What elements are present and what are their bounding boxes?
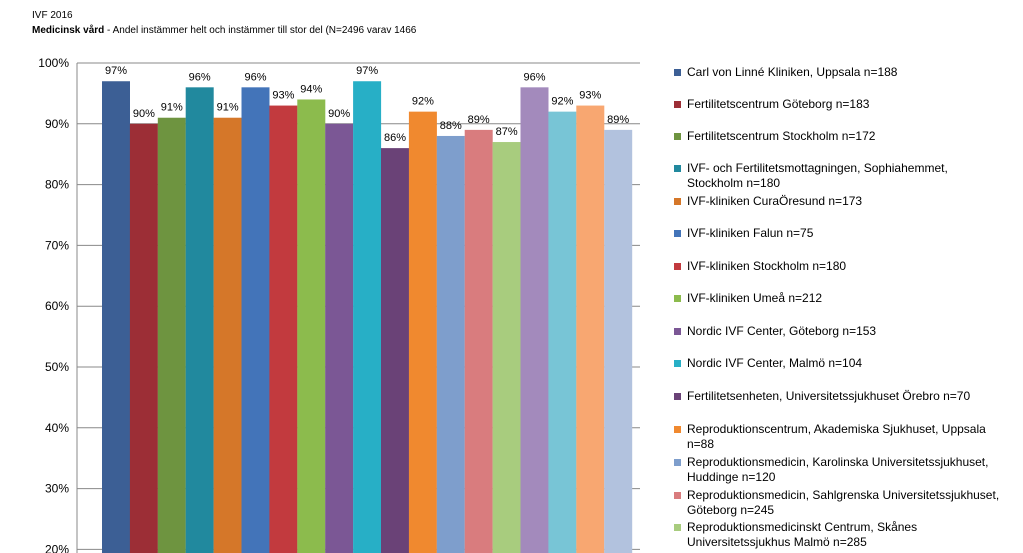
data-label: 90%	[328, 108, 350, 120]
data-label: 97%	[356, 65, 378, 77]
legend-swatch	[674, 393, 681, 400]
bar	[492, 142, 521, 553]
bar	[157, 117, 186, 553]
data-label: 92%	[551, 96, 573, 108]
legend-swatch	[674, 133, 681, 140]
legend-label: Fertilitetscentrum Göteborg n=183	[687, 97, 870, 111]
bar	[520, 87, 549, 553]
bar	[102, 81, 130, 553]
legend-swatch	[674, 492, 681, 499]
legend-label: IVF-kliniken Umeå n=212	[687, 291, 823, 305]
bar	[185, 87, 214, 553]
legend-swatch	[674, 426, 681, 433]
chart-subtitle: Medicinsk vård - Andel instämmer helt oc…	[32, 23, 416, 38]
legend-label: Reproduktionsmedicin, Sahlgrenska Univer…	[687, 488, 1000, 517]
data-label: 91%	[161, 102, 183, 114]
data-label: 92%	[412, 96, 434, 108]
data-label: 96%	[523, 71, 545, 83]
legend-swatch	[674, 360, 681, 367]
legend-label: Fertilitetscentrum Stockholm n=172	[687, 129, 876, 143]
bar	[241, 87, 270, 553]
legend-label: IVF- och Fertilitetsmottagningen, Sophia…	[687, 161, 948, 190]
bar	[576, 105, 605, 553]
bar	[548, 111, 577, 553]
legend-swatch	[674, 230, 681, 237]
data-label: 91%	[217, 102, 239, 114]
data-label: 94%	[300, 83, 322, 95]
bar	[213, 117, 242, 553]
bar	[436, 135, 465, 553]
bar	[464, 129, 493, 553]
data-label: 88%	[440, 120, 462, 132]
legend-swatch	[674, 524, 681, 531]
data-label: 89%	[468, 114, 490, 126]
legend-label: Nordic IVF Center, Göteborg n=153	[687, 324, 877, 338]
y-tick-label: 70%	[45, 238, 69, 252]
legend-swatch	[674, 263, 681, 270]
legend-label: Reproduktionscentrum, Akademiska Sjukhus…	[687, 422, 986, 451]
y-tick-label: 60%	[45, 299, 69, 313]
legend-label: Nordic IVF Center, Malmö n=104	[687, 356, 863, 370]
bar	[297, 99, 326, 553]
y-tick-label: 80%	[45, 178, 69, 192]
legend-swatch	[674, 165, 681, 172]
y-tick-label: 50%	[45, 360, 69, 374]
data-label: 93%	[579, 90, 601, 102]
legend-swatch	[674, 101, 681, 108]
y-tick-label: 40%	[45, 421, 69, 435]
legend-label: IVF-kliniken CuraÖresund n=173	[687, 194, 863, 208]
data-label: 93%	[272, 90, 294, 102]
data-label: 86%	[384, 132, 406, 144]
y-tick-label: 20%	[45, 542, 69, 553]
data-label: 97%	[105, 65, 127, 77]
legend-label: Reproduktionsmedicin, Karolinska Univers…	[687, 455, 989, 484]
chart-subtitle-bold: Medicinsk vård	[32, 25, 105, 36]
data-label: 96%	[189, 71, 211, 83]
legend-label: Carl von Linné Kliniken, Uppsala n=188	[687, 65, 898, 79]
legend-swatch	[674, 328, 681, 335]
y-tick-label: 100%	[38, 56, 69, 70]
legend-swatch	[674, 295, 681, 302]
chart-title: IVF 2016	[32, 10, 73, 21]
data-label: 89%	[607, 114, 629, 126]
data-label: 87%	[496, 126, 518, 138]
legend-label: IVF-kliniken Falun n=75	[687, 226, 814, 240]
bar	[381, 148, 409, 553]
data-label: 96%	[244, 71, 266, 83]
bar	[604, 129, 633, 553]
bar	[269, 105, 298, 553]
legend-label: Fertilitetsenheten, Universitetssjukhuse…	[687, 389, 971, 403]
legend-label: IVF-kliniken Stockholm n=180	[687, 259, 847, 273]
bar	[325, 123, 354, 553]
chart-subtitle-rest: - Andel instämmer helt och instämmer til…	[104, 25, 417, 36]
y-tick-label: 90%	[45, 117, 69, 131]
chart-header: IVF 2016 Medicinsk vård - Andel instämme…	[32, 8, 416, 38]
legend-label: Reproduktionsmedicinskt Centrum, Skånes …	[687, 520, 918, 549]
y-tick-label: 30%	[45, 482, 69, 496]
data-label: 90%	[133, 108, 155, 120]
legend-swatch	[674, 198, 681, 205]
legend-swatch	[674, 459, 681, 466]
bar	[353, 81, 382, 553]
legend-swatch	[674, 69, 681, 76]
bar	[129, 123, 158, 553]
bar	[408, 111, 437, 553]
